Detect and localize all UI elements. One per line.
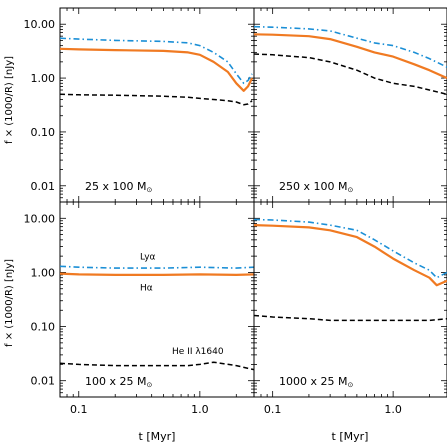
plot-frame bbox=[59, 201, 255, 398]
series-line-halpha bbox=[254, 33, 447, 80]
series-line-halpha bbox=[60, 47, 254, 92]
series-group bbox=[254, 218, 447, 322]
panel-annotation-text: 25 x 100 M bbox=[85, 180, 146, 193]
y-tick-label: 0.01 bbox=[31, 375, 56, 388]
x-axis-label-right: t [Myr] bbox=[332, 430, 369, 443]
x-tick-label: 1.0 bbox=[384, 403, 402, 416]
panel-top-right: 250 x 100 M⊙ bbox=[253, 7, 447, 203]
y-tick-label: 0.01 bbox=[31, 180, 56, 193]
series-label-halpha: Hα bbox=[140, 284, 153, 294]
panel-annotation: 1000 x 25 M⊙ bbox=[279, 375, 353, 389]
panel-annotation: 100 x 25 M⊙ bbox=[85, 375, 152, 389]
series-line-lya bbox=[60, 265, 254, 269]
series-line-lya bbox=[254, 25, 447, 68]
y-tick-label: 10.00 bbox=[24, 212, 56, 225]
panel-annotation: 25 x 100 M⊙ bbox=[85, 180, 152, 194]
y-axis-label-top: f × (1000/R) [nJy] bbox=[4, 56, 15, 144]
plot-frame bbox=[253, 201, 447, 398]
panel-annotation: 250 x 100 M⊙ bbox=[279, 180, 353, 194]
series-line-lya bbox=[60, 37, 253, 85]
panel-bottom-left: 0.01 0.10 1.00 10.00 0.1 1.0 100 x 25 M⊙ Lyα Hα H… bbox=[24, 201, 255, 416]
panel-annotation-subscript: ⊙ bbox=[347, 381, 353, 389]
panel-annotation-subscript: ⊙ bbox=[347, 186, 353, 194]
series-label-lya: Lyα bbox=[140, 252, 156, 262]
panel-annotation-subscript: ⊙ bbox=[146, 186, 152, 194]
series-line-halpha bbox=[60, 272, 254, 276]
series-line-heii bbox=[60, 93, 253, 106]
x-tick-label: 1.0 bbox=[191, 403, 209, 416]
y-tick-label: 0.10 bbox=[31, 321, 56, 334]
panel-annotation-text: 100 x 25 M bbox=[85, 375, 146, 388]
y-tick-label: 0.10 bbox=[31, 126, 56, 139]
x-axis-label-left: t [Myr] bbox=[139, 430, 176, 443]
series-group bbox=[254, 25, 447, 96]
series-group bbox=[60, 37, 254, 106]
panel-bottom-right: 0.1 1.0 1000 x 25 M⊙ bbox=[253, 201, 447, 416]
series-line-halpha bbox=[254, 224, 447, 287]
series-label-heii: He II λ1640 bbox=[172, 347, 224, 357]
x-tick-label: 0.1 bbox=[264, 403, 282, 416]
y-tick-label: 1.00 bbox=[31, 72, 56, 85]
y-tick-label: 10.00 bbox=[24, 18, 56, 31]
series-group bbox=[60, 265, 254, 371]
panel-top-left: 0.01 0.10 1.00 10.00 25 x 100 M⊙ bbox=[24, 7, 255, 203]
series-line-heii bbox=[254, 314, 447, 322]
plot-frame bbox=[59, 7, 255, 203]
panel-annotation-text: 250 x 100 M bbox=[279, 180, 347, 193]
y-axis-label-bottom: f × (1000/R) [nJy] bbox=[4, 259, 15, 347]
series-line-lya bbox=[254, 218, 447, 279]
series-line-heii bbox=[254, 53, 447, 96]
panel-annotation-subscript: ⊙ bbox=[146, 381, 152, 389]
y-tick-label: 1.00 bbox=[31, 266, 56, 279]
series-line-heii bbox=[60, 361, 254, 371]
x-tick-label: 0.1 bbox=[70, 403, 88, 416]
panel-annotation-text: 1000 x 25 M bbox=[279, 375, 347, 388]
